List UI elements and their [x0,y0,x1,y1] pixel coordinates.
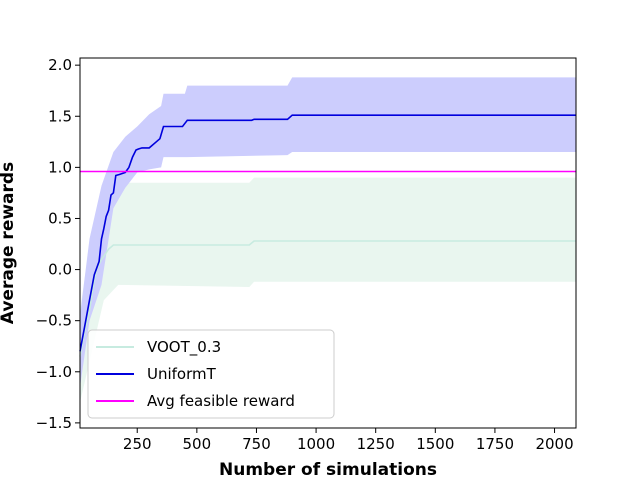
x-tick-label: 1750 [476,435,514,453]
legend-label-avg-feasible-reward: Avg feasible reward [147,392,295,410]
legend-label-voot-0-3: VOOT_0.3 [147,338,221,357]
y-tick-label: 0.0 [48,261,72,279]
x-axis-ticks: 250 500 750 1000 1250 1500 1750 2000 [123,428,574,453]
y-tick-label: 0.5 [48,209,72,227]
x-tick-label: 500 [183,435,212,453]
x-axis-label: Number of simulations [219,460,437,480]
y-tick-label: 1.5 [48,107,72,125]
x-tick-label: 750 [242,435,271,453]
series-lines [79,114,576,357]
x-tick-label: 1250 [357,435,395,453]
y-axis-ticks: −1.5 −1.0 −0.5 0.0 0.5 1.0 1.5 2.0 [36,56,80,432]
plot-frame [79,57,577,429]
x-tick-label: 2000 [535,435,573,453]
y-tick-label: −1.0 [36,363,72,381]
band-voot-0-3 [80,177,576,403]
x-tick-label: 1500 [416,435,454,453]
line-voot-0-3 [79,240,576,357]
band-uniformt [80,77,576,388]
y-tick-label: −1.5 [36,414,72,432]
y-tick-label: −0.5 [36,312,72,330]
confidence-bands [80,77,576,403]
x-tick-label: 1000 [297,435,335,453]
legend-label-uniformt: UniformT [147,365,217,383]
x-tick-label: 250 [123,435,152,453]
y-tick-label: 2.0 [48,56,72,74]
y-tick-label: 1.0 [48,158,72,176]
legend: VOOT_0.3 UniformT Avg feasible reward [87,329,335,419]
line-uniformt [79,114,576,352]
legend-box [87,329,335,419]
y-axis-label: Average rewards [0,162,18,324]
